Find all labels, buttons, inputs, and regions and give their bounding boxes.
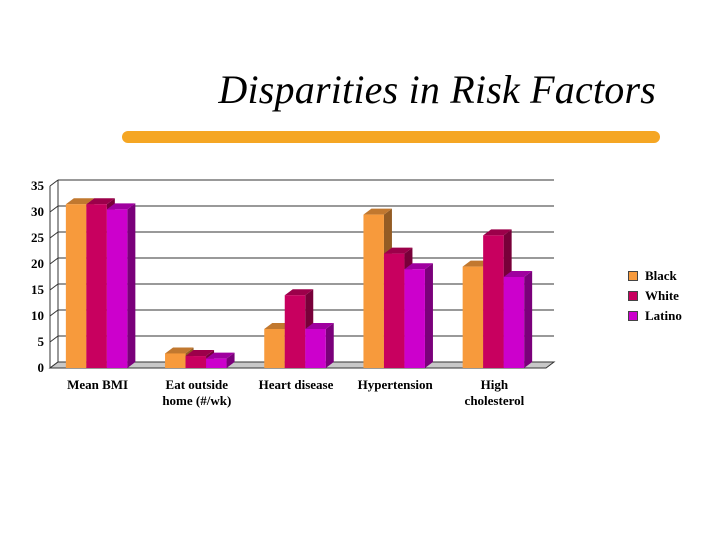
legend-label: Latino (645, 308, 682, 323)
bar-top-black (65, 198, 95, 205)
legend-item: Black (628, 266, 700, 286)
y-tick-label: 35 (31, 178, 45, 193)
chart-legend: Black White Latino (628, 266, 700, 326)
bar-top-black (165, 347, 194, 354)
bar-side-latino (325, 323, 334, 368)
bar-black (65, 204, 87, 368)
title-underline (122, 131, 660, 143)
y-tick-label: 0 (38, 360, 45, 375)
legend-swatch (628, 291, 638, 301)
bar-black (363, 214, 384, 368)
axis-tick (49, 309, 59, 317)
legend-label: White (645, 288, 679, 303)
x-category-label: High cholesterol (465, 377, 525, 408)
axis-tick (49, 335, 59, 343)
bar-top-black (363, 208, 392, 215)
bar-top-white (284, 289, 314, 296)
y-tick-label: 25 (31, 230, 45, 245)
bar-latino (305, 329, 326, 368)
x-category-label: Eat outside home (#/wk) (162, 377, 231, 408)
legend-item: Latino (628, 306, 700, 326)
y-tick-label: 10 (31, 308, 44, 323)
bar-white (383, 253, 405, 368)
bar-black (264, 329, 285, 368)
legend-swatch (628, 311, 638, 321)
bar-top-latino (106, 203, 136, 210)
slide-title: Disparities in Risk Factors (218, 67, 656, 112)
axis-tick (49, 257, 59, 265)
axis-tick (49, 179, 59, 187)
axis-tick (49, 205, 59, 213)
bar-black (462, 266, 484, 368)
bar-top-latino (503, 271, 533, 277)
bar-white (185, 356, 207, 368)
bar-side-latino (524, 271, 533, 368)
y-tick-label: 5 (38, 334, 45, 349)
legend-label: Black (645, 268, 677, 283)
x-category-label: Hypertension (358, 377, 434, 392)
bar-latino (404, 269, 425, 368)
axis-tick (49, 283, 59, 291)
axis-tick (49, 231, 59, 239)
bar-top-white (185, 350, 215, 357)
legend-item: White (628, 286, 700, 306)
bar-latino (106, 209, 128, 368)
bar-top-latino (404, 263, 433, 270)
bar-top-latino (305, 323, 334, 329)
x-category-label: Heart disease (259, 377, 334, 392)
bar-black (165, 353, 186, 368)
y-tick-label: 20 (31, 256, 44, 271)
bar-top-white (483, 229, 512, 236)
bar-side-latino (226, 352, 235, 368)
bar-top-white (86, 198, 115, 205)
bar-top-white (383, 247, 413, 254)
bar-white (483, 235, 504, 368)
y-tick-label: 15 (31, 282, 45, 297)
y-tick-label: 30 (31, 204, 44, 219)
bar-side-latino (127, 203, 136, 368)
legend-swatch (628, 271, 638, 281)
bar-side-latino (424, 263, 433, 368)
bar-white (284, 295, 306, 368)
bar-top-latino (206, 352, 235, 359)
bar-white (86, 204, 107, 368)
bar-latino (206, 358, 227, 368)
x-category-label: Mean BMI (67, 377, 128, 392)
bar-latino (503, 277, 525, 368)
